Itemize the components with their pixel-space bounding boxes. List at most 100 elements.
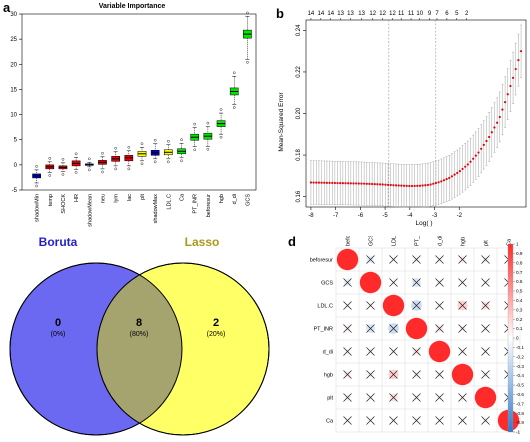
lasso-mse-point (474, 154, 477, 157)
lasso-top-tick-label: 11 (408, 11, 415, 17)
boruta-x-tick-label: PT_INR (193, 194, 199, 214)
corr-cell (343, 347, 352, 356)
boruta-x-tick-label: hgb (219, 194, 225, 203)
lasso-mse-point (453, 173, 456, 176)
corr-cell (405, 317, 428, 340)
lasso-mse-point (416, 184, 419, 187)
boruta-box-neu (98, 151, 107, 174)
lasso-mse-point (365, 182, 368, 185)
boruta-box-lym (111, 146, 120, 171)
lasso-mse-point (426, 183, 430, 187)
lasso-x-tick-label: -6 (358, 213, 364, 219)
corr-cell (365, 323, 376, 334)
boruta-x-tick-label: neu (100, 194, 106, 203)
lasso-top-tick-label: 12 (389, 11, 396, 17)
lasso-mse-point (464, 165, 467, 168)
lasso-mse-point (413, 184, 416, 188)
corr-cell (389, 255, 398, 264)
corr-cell (388, 369, 399, 380)
corr-cell (457, 300, 468, 311)
boruta-y-tick-label: -5 (12, 188, 18, 194)
corr-cell (366, 393, 375, 402)
corr-cell (343, 301, 352, 310)
colorbar-tick-label: -0.7 (516, 401, 524, 406)
corr-cell (412, 393, 421, 402)
corr-cell (481, 255, 490, 264)
boruta-box-shadowMin (32, 165, 41, 188)
boruta-y-tick-label: 5 (14, 138, 18, 144)
corr-cell (389, 347, 398, 356)
corr-cell (458, 278, 467, 287)
lasso-mse-point (477, 151, 480, 154)
lasso-mse-point (328, 181, 331, 184)
lasso-mse-point (469, 160, 472, 163)
colorbar-tick-label: 1 (516, 242, 519, 247)
boruta-box-temp (45, 157, 55, 177)
lasso-mse-point (405, 184, 408, 187)
corr-col-label: beforesur (346, 236, 352, 246)
corr-cell (411, 277, 422, 288)
lasso-mse-point (503, 101, 507, 104)
corr-cell (481, 370, 490, 379)
corr-cell (458, 255, 467, 264)
lasso-mse-point (440, 180, 443, 183)
corr-col-label: d_di (438, 236, 444, 246)
lasso-mse-point (488, 135, 491, 139)
lasso-mse-point (363, 182, 366, 185)
lasso-mse-point (397, 184, 400, 187)
lasso-mse-point (384, 183, 387, 186)
lasso-mse-point (461, 167, 464, 171)
corr-cell (382, 294, 405, 317)
lasso-top-tick-label: 14 (308, 11, 315, 17)
colorbar-tick-label: -0.5 (516, 383, 524, 388)
boruta-x-tick-label: lym (114, 194, 120, 203)
lasso-mse-point (501, 108, 504, 111)
venn-intersection (97, 263, 182, 435)
corr-row-label: hgb (324, 373, 333, 379)
corr-cell (388, 323, 399, 334)
lasso-mse-point (400, 184, 403, 187)
colorbar-tick-label: -0.4 (516, 373, 524, 378)
boruta-box-lac (124, 145, 134, 171)
colorbar-tick-label: 0.2 (516, 317, 523, 322)
corr-col-label: hgb (461, 237, 467, 246)
venn-count-both: 8 (136, 317, 142, 329)
boruta-box-beforesur (203, 121, 213, 151)
boruta-box-d_di (229, 71, 239, 109)
corr-row-label: LDL.C (317, 304, 333, 310)
lasso-x-tick-label: -8 (308, 213, 314, 219)
colorbar-tick-label: 0.9 (516, 251, 523, 256)
lasso-top-tick-label: 11 (398, 11, 405, 17)
corr-cell (458, 416, 467, 425)
lasso-mse-point (498, 115, 501, 119)
lasso-x-tick-label: -5 (382, 213, 388, 219)
corr-cell (343, 370, 352, 379)
lasso-mse-point (344, 182, 347, 185)
boruta-box-shadowMax (150, 138, 160, 164)
colorbar-tick-label: 0 (516, 336, 519, 341)
boruta-x-tick-label: plt (140, 194, 146, 200)
lasso-mse-point (509, 84, 512, 88)
lasso-mse-point (511, 76, 515, 79)
lasso-y-tick-label: 0.16 (296, 190, 302, 202)
lasso-y-axis-label: Mean-Squared Error (278, 92, 285, 152)
lasso-top-tick-label: 9 (428, 11, 432, 17)
lasso-mse-point (506, 93, 509, 96)
lasso-mse-point (448, 176, 451, 180)
lasso-mse-point (519, 50, 523, 53)
colorbar-tick-label: 0.6 (516, 279, 523, 284)
lasso-mse-point (331, 181, 334, 185)
corr-row-label: GCS (321, 281, 333, 287)
corr-row-label: beforesur (310, 258, 333, 264)
colorbar-tick-label: -0.3 (516, 364, 524, 369)
lasso-mse-point (496, 121, 499, 124)
panel-letter-b: b (276, 6, 284, 21)
corr-cell (451, 363, 474, 386)
corr-col-label: plt (484, 240, 490, 246)
corr-col-label: LDL.C (392, 236, 398, 246)
corr-cell (343, 278, 352, 287)
boruta-y-tick-label: 30 (10, 12, 17, 18)
corr-col-label: Ca (507, 238, 513, 246)
lasso-top-tick-label: 12 (369, 11, 376, 17)
